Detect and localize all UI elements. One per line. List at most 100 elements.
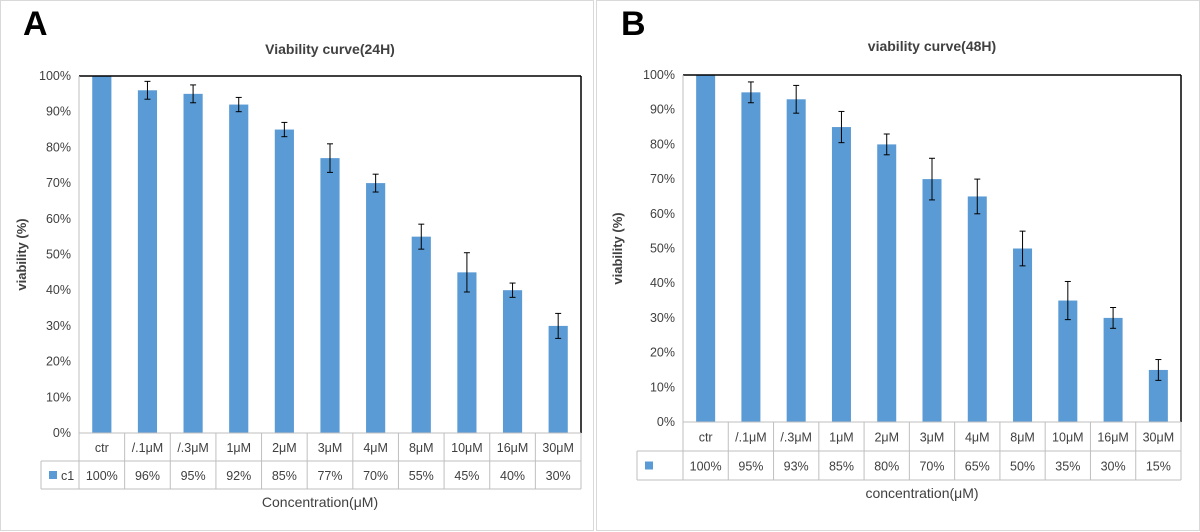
category-label: 10μM (451, 441, 483, 455)
y-tick-label: 0% (53, 426, 71, 440)
data-label: 92% (226, 469, 251, 483)
legend-label: c1 (61, 469, 74, 483)
category-label: 16μM (1097, 431, 1129, 445)
y-tick-label: 10% (46, 390, 71, 404)
category-label: 2μM (272, 441, 297, 455)
bar (831, 127, 851, 423)
y-axis-label: viability (%) (610, 212, 625, 284)
data-label: 80% (874, 460, 899, 474)
bar (548, 325, 568, 433)
y-tick-label: 50% (650, 242, 675, 256)
category-label: 1μM (829, 431, 854, 445)
y-tick-label: 80% (46, 140, 71, 154)
panel-a: A Viability curve(24H) viability (%) 0% 10%… (0, 0, 594, 531)
panel-letter: B (621, 5, 646, 43)
bar (877, 144, 897, 422)
data-label: 35% (1055, 460, 1080, 474)
category-label: ctr (699, 431, 713, 445)
category-label: 2μM (874, 431, 899, 445)
category-label: 16μM (497, 441, 529, 455)
y-axis-label: viability (%) (14, 218, 29, 290)
bar (274, 129, 294, 434)
bar (741, 92, 761, 422)
chart-svg-48h: viability curve(48H) viability (%) 0% 10% 20… (610, 38, 1182, 501)
bar (502, 290, 523, 433)
data-label: 85% (829, 460, 854, 474)
y-tick-label: 60% (650, 207, 675, 221)
bar (1148, 369, 1168, 422)
category-label: /.3μM (177, 441, 209, 455)
bar (411, 236, 431, 433)
category-label: /.3μM (780, 431, 812, 445)
bar (92, 76, 112, 433)
chart-svg-24h: Viability curve(24H) viability (%) 0% 10% 20… (14, 41, 582, 510)
category-label: /.1μM (132, 441, 164, 455)
data-label: 30% (546, 469, 571, 483)
x-axis-label: Concentration(μM) (262, 494, 378, 510)
bar (1058, 300, 1078, 422)
data-label: 100% (690, 460, 722, 474)
y-tick-label: 100% (39, 69, 71, 83)
bar (183, 93, 203, 433)
y-tick-label: 20% (650, 346, 675, 360)
bar (696, 75, 716, 422)
y-tick-label: 50% (46, 248, 71, 262)
data-label: 96% (135, 469, 160, 483)
bar (137, 90, 158, 433)
panel-letter: A (23, 5, 48, 43)
panel-b: B viability curve(48H) viability (%) 0% 10%… (596, 0, 1200, 531)
bar (229, 104, 249, 433)
bar (967, 196, 987, 422)
bar (786, 99, 806, 422)
data-label: 93% (784, 460, 809, 474)
bar (366, 183, 386, 433)
y-tick-label: 10% (650, 380, 675, 394)
data-label: 45% (454, 469, 479, 483)
legend-key (49, 471, 57, 479)
data-label: 70% (919, 460, 944, 474)
data-label: 95% (738, 460, 763, 474)
legend-key (645, 461, 653, 470)
category-label: 10μM (1052, 431, 1084, 445)
category-label: 8μM (409, 441, 434, 455)
bar (320, 158, 340, 434)
data-label: 77% (317, 469, 342, 483)
chart-title: viability curve(48H) (868, 38, 996, 54)
y-tick-label: 70% (650, 172, 675, 186)
y-tick-label: 20% (46, 355, 71, 369)
y-tick-label: 70% (46, 176, 71, 190)
y-tick-label: 80% (650, 137, 675, 151)
bar (1013, 248, 1033, 422)
y-tick-label: 0% (657, 415, 675, 429)
data-label: 50% (1010, 460, 1035, 474)
x-axis-label: concentration(μM) (865, 485, 978, 501)
category-label: 3μM (318, 441, 343, 455)
category-label: 30μM (542, 441, 574, 455)
category-label: 1μM (226, 441, 251, 455)
category-label: 30μM (1143, 431, 1175, 445)
data-label: 95% (181, 469, 206, 483)
category-label: 8μM (1010, 431, 1035, 445)
category-label: /.1μM (735, 431, 767, 445)
y-tick-label: 90% (46, 105, 71, 119)
data-label: 100% (86, 469, 118, 483)
y-tick-label: 40% (46, 283, 71, 297)
bar (457, 272, 477, 433)
data-label: 30% (1101, 460, 1126, 474)
data-label: 15% (1146, 460, 1171, 474)
data-label: 70% (363, 469, 388, 483)
y-tick-label: 30% (46, 319, 71, 333)
data-label: 55% (409, 469, 434, 483)
bar (1103, 317, 1123, 422)
category-label: 3μM (920, 431, 945, 445)
y-tick-label: 30% (650, 311, 675, 325)
chart-title: Viability curve(24H) (265, 41, 395, 57)
y-tick-label: 100% (643, 68, 675, 82)
data-label: 65% (965, 460, 990, 474)
category-label: 4μM (965, 431, 990, 445)
y-tick-label: 90% (650, 103, 675, 117)
y-tick-label: 40% (650, 276, 675, 290)
bar (922, 179, 942, 422)
y-tick-label: 60% (46, 212, 71, 226)
category-label: ctr (95, 441, 109, 455)
